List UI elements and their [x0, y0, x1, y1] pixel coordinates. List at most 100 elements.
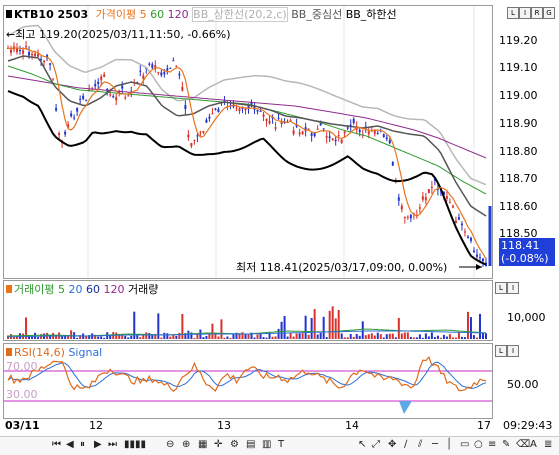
candle-body: [391, 162, 394, 166]
candle-body: [457, 217, 460, 220]
erase-icon[interactable]: ⌫: [516, 439, 531, 450]
vol-ma-label: 거래이평 5: [14, 283, 65, 296]
scroll-first-icon[interactable]: ⏮: [52, 439, 61, 450]
volume-bar: [238, 333, 241, 339]
candle-body: [49, 63, 52, 65]
volume-bar: [157, 313, 160, 339]
x-axis: 03/11 12 13 14 17 09:29:43: [3, 419, 559, 433]
candle-body: [109, 94, 112, 96]
volume-bar: [262, 337, 265, 339]
volume-bar: [295, 333, 298, 339]
candle-body: [163, 72, 166, 75]
vol-scale-btn-i[interactable]: I: [507, 282, 519, 294]
volume-bar: [37, 337, 40, 339]
volume-bar: [148, 333, 151, 339]
volume-bar: [439, 337, 442, 339]
volume-bar: [379, 334, 382, 339]
candle-body: [10, 49, 13, 53]
table-icon[interactable]: ▥: [262, 439, 272, 450]
candle-body: [454, 220, 457, 224]
candle-body: [301, 131, 304, 135]
expand-icon[interactable]: ⤢: [372, 439, 380, 450]
candle-body: [247, 106, 250, 110]
candle-body: [307, 128, 310, 130]
rsi-axis: L I 50.00: [493, 343, 559, 417]
volume-bar: [118, 333, 121, 339]
rsi-pane[interactable]: RSI(14,6) Signal 70.00 30.00: [3, 343, 493, 419]
scale-btn-l[interactable]: L: [507, 7, 519, 19]
zoom-in-icon[interactable]: ⊕: [182, 439, 191, 450]
rect-tool-icon[interactable]: ▭: [460, 439, 470, 450]
volume-bar: [388, 333, 391, 339]
candle-body: [121, 85, 124, 89]
drag-icon[interactable]: ✥: [388, 439, 397, 450]
low-annotation: 최저 118.41(2025/03/17,09:00, 0.00%): [236, 261, 448, 274]
rsi-upper-level: 70.00: [6, 360, 38, 373]
volume-bar: [424, 333, 427, 339]
candle-body: [58, 133, 61, 135]
multi-line-icon[interactable]: ⫽: [418, 439, 423, 450]
volume-bar: [376, 332, 379, 339]
scale-btn-i[interactable]: I: [519, 7, 531, 19]
font-size-icon[interactable]: A: [530, 439, 537, 450]
volume-bar: [469, 317, 472, 339]
scroll-prev-icon[interactable]: ◀: [66, 439, 74, 450]
volume-bar: [400, 333, 403, 339]
candle-body: [340, 139, 343, 143]
bb-mid-legend: BB_중심선: [291, 8, 343, 21]
cursor-icon[interactable]: ↖: [358, 439, 367, 450]
zoom-out-icon[interactable]: ⊖: [166, 439, 175, 450]
price-chart-pane[interactable]: KTB10 2503 가격이평 5 60 120 BB_상한선(20,2,c) …: [3, 5, 493, 279]
candle-body: [268, 120, 271, 124]
candle-body: [37, 53, 40, 57]
settings-icon[interactable]: ⚙: [230, 439, 239, 450]
hline-icon[interactable]: ─: [432, 439, 439, 450]
ma60-legend: 60: [150, 8, 165, 21]
scale-btn-g[interactable]: G: [543, 7, 555, 19]
menu-icon[interactable]: ≣: [544, 439, 553, 450]
scroll-last-icon[interactable]: ⏭: [108, 439, 117, 450]
volume-bar: [304, 315, 307, 339]
volume-bar: [154, 333, 157, 339]
scale-btn-r[interactable]: R: [531, 7, 543, 19]
volume-bar: [229, 337, 232, 339]
volume-bar: [130, 335, 133, 339]
candle-body: [373, 129, 376, 134]
volume-bar: [271, 336, 274, 339]
price-tick: 118.60: [499, 200, 538, 213]
zoom-bar-icon[interactable]: ▮▮▮▮: [124, 439, 147, 450]
candle-body: [445, 196, 448, 199]
candle-body: [187, 134, 190, 138]
candle-body: [469, 237, 472, 241]
volume-bar: [235, 332, 238, 339]
candle-body: [175, 65, 178, 67]
pause-icon[interactable]: ⏸: [80, 439, 85, 450]
candle-body: [313, 132, 316, 137]
circle-tool-icon[interactable]: ○: [474, 439, 483, 450]
candle-body: [274, 127, 277, 129]
scroll-next-icon[interactable]: ▶: [94, 439, 102, 450]
line-tool-icon[interactable]: ∕: [404, 439, 408, 450]
candle-body: [262, 114, 265, 117]
candle-body: [430, 186, 433, 188]
grid-icon[interactable]: ▤: [246, 439, 256, 450]
pen-tool-icon[interactable]: ✎: [502, 439, 511, 450]
main-legend: KTB10 2503 가격이평 5 60 120 BB_상한선(20,2,c) …: [6, 7, 397, 22]
vline-icon[interactable]: │: [446, 439, 453, 450]
crosshair-icon[interactable]: ✛: [214, 439, 223, 450]
volume-bar: [70, 330, 73, 339]
volume-bar: [445, 336, 448, 339]
candle-body: [388, 140, 391, 144]
text-tool-icon[interactable]: T: [278, 439, 285, 450]
volume-bar: [415, 337, 418, 339]
rsi-scale-btn-l[interactable]: L: [495, 345, 507, 357]
volume-pane[interactable]: 거래이평 5 20 60 120 거래량: [3, 280, 493, 341]
chart-type-icon[interactable]: ▦: [198, 439, 208, 450]
fib-tool-icon[interactable]: ≡: [488, 439, 497, 450]
candle-body: [103, 74, 106, 77]
vol-scale-btn-l[interactable]: L: [495, 282, 507, 294]
rsi-scale-btn-i[interactable]: I: [507, 345, 519, 357]
candle-body: [31, 53, 34, 56]
volume-bar: [193, 337, 196, 339]
volume-bar: [166, 333, 169, 339]
